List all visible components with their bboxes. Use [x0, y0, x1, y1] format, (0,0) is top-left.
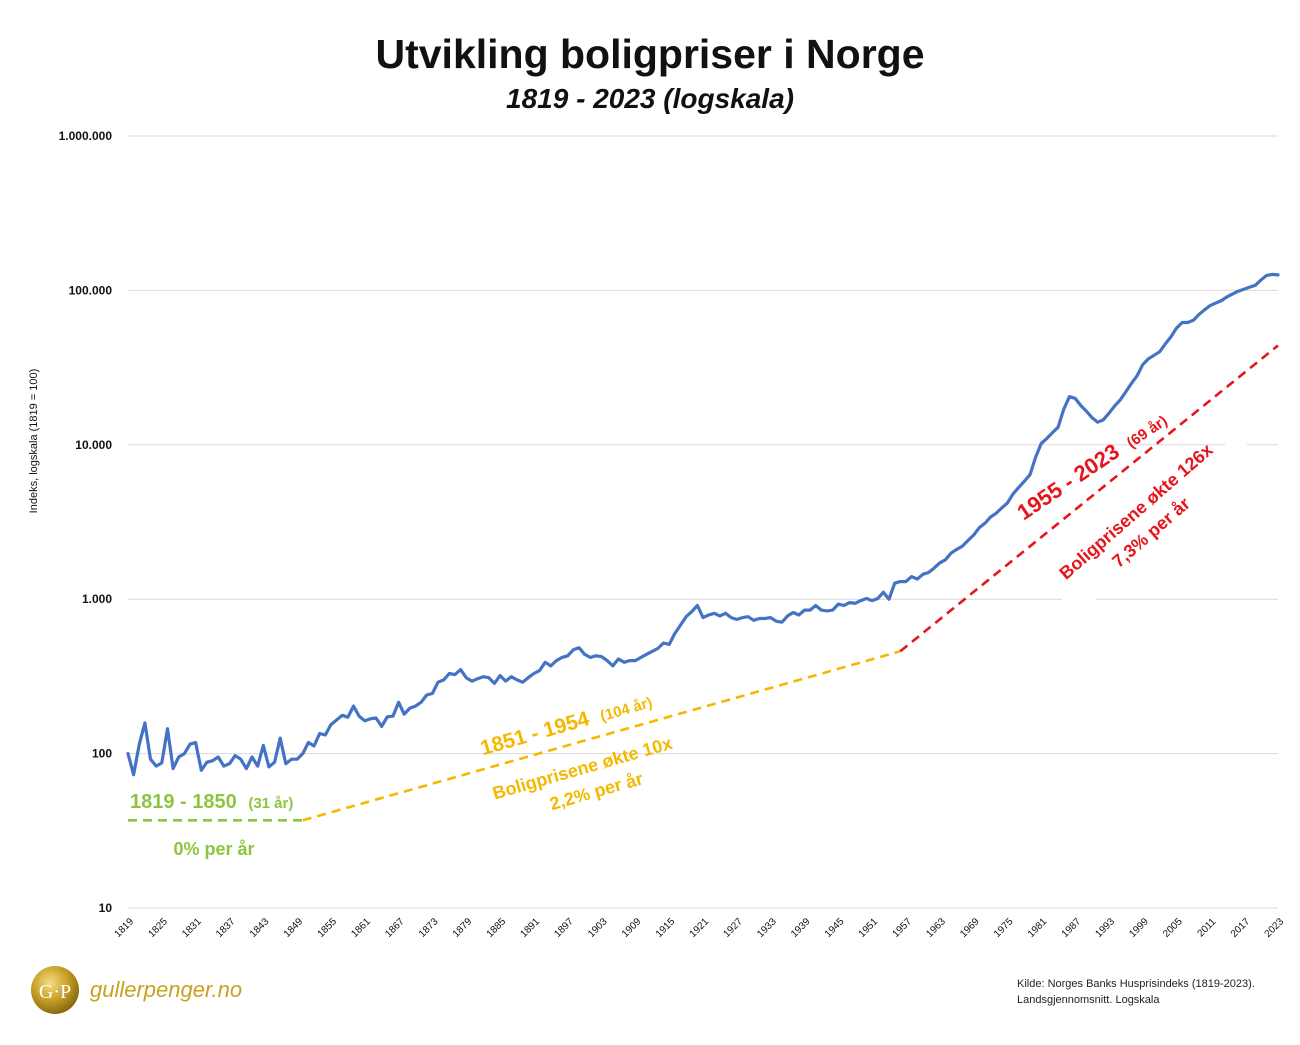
x-tick-label: 1993 [1093, 916, 1117, 940]
source-line-1: Kilde: Norges Banks Husprisindeks (1819-… [1017, 978, 1255, 990]
annotation-yellow-range-text: 1851 - 1954 [478, 707, 592, 760]
annotation-yellow-years: (104 år) [598, 694, 654, 725]
brand-logo-text: G·P [39, 981, 71, 1003]
x-tick-label: 1903 [586, 916, 610, 940]
x-tick-label: 1999 [1127, 916, 1151, 940]
x-tick-label: 1825 [146, 916, 170, 940]
x-tick-label: 1951 [857, 916, 881, 940]
x-tick-label: 1849 [282, 916, 306, 940]
x-tick-label: 2011 [1195, 916, 1218, 939]
source-line-2: Landsgjennomsnitt. Logskala [1017, 994, 1160, 1006]
x-tick-label: 1945 [823, 916, 847, 940]
x-tick-label: 1891 [518, 916, 542, 940]
x-tick-label: 1915 [654, 916, 678, 940]
x-tick-label: 1927 [721, 916, 745, 940]
x-tick-label: 1933 [755, 916, 779, 940]
x-tick-label: 1831 [180, 916, 204, 940]
annotation-green-range-text: 1819 - 1850 [130, 791, 237, 813]
x-tick-label: 1885 [485, 916, 509, 940]
annotation-red-years: (69 år) [1124, 412, 1171, 451]
x-tick-label: 1861 [349, 916, 373, 940]
x-tick-label: 1873 [417, 916, 441, 940]
chart-title: Utvikling boligpriser i Norge [375, 31, 924, 77]
trend-line [899, 344, 1279, 653]
gridlines [128, 135, 1278, 909]
trend-lines [128, 344, 1279, 822]
x-tick-label: 1897 [552, 916, 576, 940]
x-tick-label: 1819 [113, 916, 137, 940]
annotation-mask [1225, 443, 1247, 461]
x-tick-label: 1963 [924, 916, 948, 940]
x-tick-label: 1867 [383, 916, 407, 940]
brand-logo: G·P [31, 966, 79, 1014]
y-axis-label: Indeks, logskala (1819 = 100) [28, 369, 40, 514]
x-tick-label: 1969 [958, 916, 982, 940]
series-line [126, 272, 1280, 777]
y-tick-label: 10 [99, 901, 113, 915]
x-tick-label: 1981 [1026, 916, 1050, 940]
x-tick-label: 1843 [248, 916, 272, 940]
y-axis-ticks: 10 100 1.000 10.000 100.000 1.000.000 [59, 129, 113, 915]
y-tick-label: 1.000 [82, 592, 112, 606]
x-tick-label: 1957 [891, 916, 915, 940]
chart-subtitle: 1819 - 2023 (logskala) [506, 83, 794, 114]
series-lines [126, 272, 1280, 777]
annotation-mask [1062, 555, 1096, 603]
annotation-green-range: 1819 - 1850 (31 år) [130, 791, 293, 813]
y-tick-label: 100 [92, 747, 112, 761]
x-tick-label: 2017 [1229, 916, 1253, 940]
trend-line [302, 650, 901, 822]
brand-name: gullerpenger.no [90, 977, 242, 1002]
annotation-green-rate: 0% per år [173, 839, 254, 859]
x-tick-label: 2005 [1161, 916, 1185, 940]
x-axis-ticks: 1819 1825 1831 1837 1843 1849 1855 1861 1867 1873… [113, 916, 1287, 940]
y-tick-label: 1.000.000 [59, 129, 113, 143]
annotation-red-range-text: 1955 - 2023 [1012, 439, 1123, 525]
x-tick-label: 1879 [451, 916, 475, 940]
x-tick-label: 1921 [688, 916, 712, 940]
x-tick-label: 1987 [1060, 916, 1084, 940]
x-tick-label: 1837 [214, 916, 238, 940]
x-tick-label: 2023 [1263, 916, 1287, 940]
x-tick-label: 1975 [992, 916, 1016, 940]
x-tick-label: 1909 [620, 916, 644, 940]
gold-coin-icon [31, 966, 79, 1014]
y-tick-label: 10.000 [75, 438, 112, 452]
annotation-green-years: (31 år) [248, 795, 293, 812]
x-tick-label: 1939 [789, 916, 813, 940]
x-tick-label: 1855 [316, 916, 340, 940]
y-tick-label: 100.000 [69, 283, 113, 297]
